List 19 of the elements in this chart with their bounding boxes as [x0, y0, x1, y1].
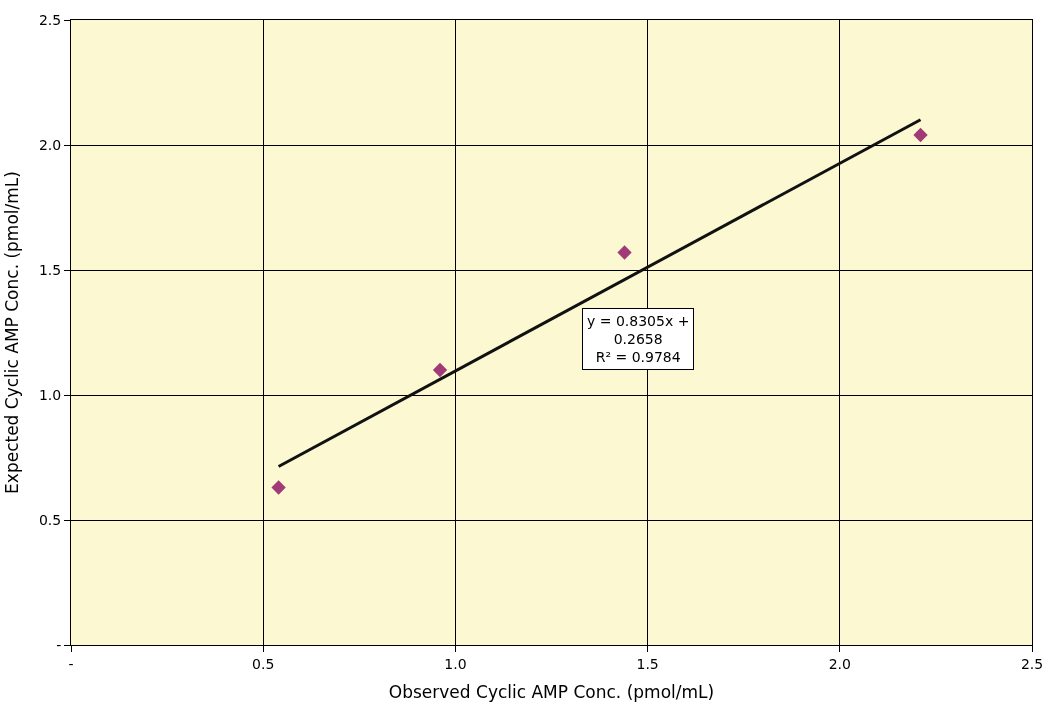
y-tick-label: - [56, 636, 62, 653]
x-tick-label: 1.5 [636, 655, 659, 672]
point [432, 362, 448, 378]
x-tick-label: 1.0 [444, 655, 467, 672]
y-tick-label: 2.0 [38, 136, 62, 153]
point [271, 480, 286, 495]
x-tick-label: 2.5 [1020, 655, 1044, 672]
annotation: y = 0.8305x + 0.2658 R² = 0.9784 [587, 313, 690, 366]
y-tick-label: 2.5 [38, 11, 62, 28]
point [617, 245, 632, 260]
x-tick-label: 0.5 [252, 655, 275, 672]
y-tick-label: 1.0 [38, 386, 62, 403]
y-tick-label: 0.5 [38, 511, 62, 528]
x-tick-label: 2.0 [828, 655, 851, 672]
y-axis-title: Expected Cyclic AMP Conc. (pmol/mL) [2, 171, 23, 494]
x-tick-label: - [68, 655, 74, 672]
y-tick-label: 1.5 [38, 261, 62, 278]
point [913, 127, 928, 143]
x-axis-title: Observed Cyclic AMP Conc. (pmol/mL) [388, 682, 715, 703]
